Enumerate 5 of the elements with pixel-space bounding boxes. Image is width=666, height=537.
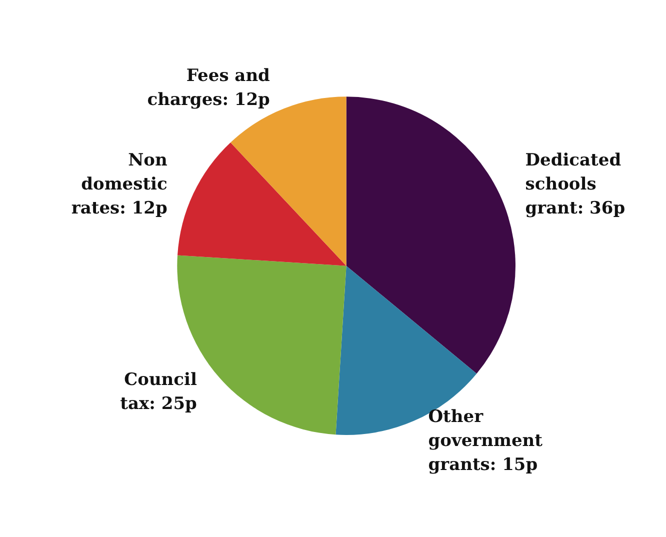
slice-label: Other government grants: 15p xyxy=(428,407,543,476)
slice-label: Council tax: 25p xyxy=(120,370,198,414)
slice-label: Non domestic rates: 12p xyxy=(71,150,168,218)
slice-label: Fees and charges: 12p xyxy=(147,66,270,110)
slice-label: Dedicated schools grant: 36p xyxy=(525,150,626,218)
